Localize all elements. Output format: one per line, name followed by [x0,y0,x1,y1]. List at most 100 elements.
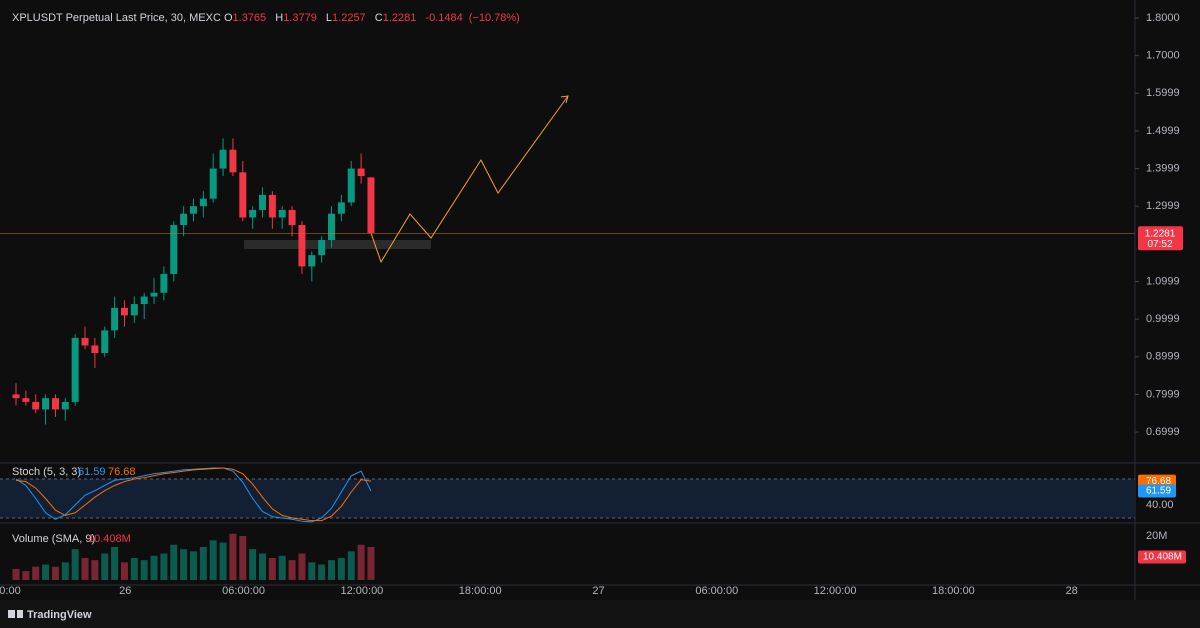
y-tick-label: 1.0999 [1146,275,1180,287]
candle-body [150,292,158,297]
stoch-value-tag [1138,474,1176,488]
volume-bar [219,542,227,580]
candle-body [219,149,227,169]
stoch-tick-label: 40.00 [1146,499,1174,511]
volume-bar [120,562,128,580]
y-tick-label: 1.4999 [1146,125,1180,137]
h-value: 1.3779 [283,12,317,24]
candle-body [259,194,266,210]
candle-body [160,273,168,293]
h-label: H [275,12,284,24]
candle-body [101,330,109,353]
stoch-value-tag-text: 76.68 [1146,476,1171,487]
volume-bar [61,562,69,580]
y-tick-label: 0.9999 [1146,313,1180,325]
volume-bar [278,555,286,580]
y-tick-label: 1.7000 [1146,50,1180,62]
candle-body [337,202,345,214]
candle-body [268,194,276,218]
zone-box [244,240,431,249]
change: -0.1484 [425,12,463,24]
price-tag [1138,226,1183,251]
o-value: 1.3765 [232,12,267,24]
volume-bar [12,568,20,580]
candle-body [170,225,178,274]
l-label: L [325,12,333,24]
volume-bar [347,551,355,580]
volume-bar [160,553,168,580]
x-tick-label: 12:00:00 [340,585,383,597]
candle-body [140,296,148,305]
x-tick-label: 18:00:00 [459,585,502,597]
header: XPLUSDT Perpetual Last Price, 30, MEXC O… [12,12,526,24]
candle-body [357,168,365,177]
stoch-title: Stoch (5, 3, 3) [12,466,81,478]
candle-body [318,240,326,256]
volume-bar [42,564,50,580]
y-tick-label: 0.6999 [1146,426,1180,438]
candle-body [130,304,138,316]
volume-bar [318,564,326,580]
candle-body [12,394,20,399]
volume-sma-tag-text: 10.408M [1143,552,1182,563]
candle-body [111,307,119,331]
tv-logo: TradingView [8,609,92,621]
candle-body [249,209,257,218]
y-tick-label: 1.3999 [1146,162,1180,174]
candle-body [22,398,30,402]
volume-bar [249,549,257,580]
volume-bar [71,549,79,580]
x-tick-label: 18:00:00 [932,585,975,597]
x-tick-label: 06:00:00 [222,585,265,597]
candle-body [278,209,286,218]
volume-bar [259,553,266,580]
stoch-line [15,467,372,522]
candle-body [347,168,355,203]
volume-bar [180,549,188,580]
x-tick-label: 12:00:00 [814,585,857,597]
candle-body [239,172,247,218]
projection-arrow [560,95,569,104]
candle-body [51,398,59,410]
c-label: C [374,12,383,24]
volume-title: Volume (SMA, 9) [12,533,95,545]
candle-body [328,213,336,241]
volume-bar [101,553,109,580]
volume-bar [140,560,148,580]
stoch-value-tag [1138,484,1176,498]
y-tick-label: 1.8000 [1146,12,1180,24]
volume-bar [357,544,365,580]
volume-bar [81,557,89,580]
volume-bar [91,560,99,580]
candle-body [367,177,375,234]
volume-bar [367,546,375,580]
volume-bar [199,546,207,580]
candle-body [209,168,217,199]
y-tick-label: 0.8999 [1146,351,1180,363]
candle-body [189,206,197,214]
stoch-legend-value: 61.59 [78,466,106,478]
projection-path [370,95,569,264]
y-tick-label: 0.7999 [1146,388,1180,400]
candle-body [180,213,188,226]
y-tick-label: 1.2999 [1146,200,1180,212]
stoch-band [0,478,1135,518]
countdown: 07:52 [1147,239,1172,250]
price-tag-value: 1.2281 [1145,228,1176,239]
volume-bar [111,546,119,580]
x-tick-label: 26 [119,585,131,597]
stoch-line [15,467,372,523]
volume-bar [51,566,59,580]
volume-bar [170,544,178,580]
o-label: O [223,12,233,24]
candle-body [91,345,99,353]
volume-bar [308,562,316,580]
x-tick-label: 06:00:00 [695,585,738,597]
y-tick-label: 1.5999 [1146,87,1180,99]
x-tick-label: 28 [1066,585,1078,597]
candle-body [120,307,128,316]
candle-body [42,398,50,410]
